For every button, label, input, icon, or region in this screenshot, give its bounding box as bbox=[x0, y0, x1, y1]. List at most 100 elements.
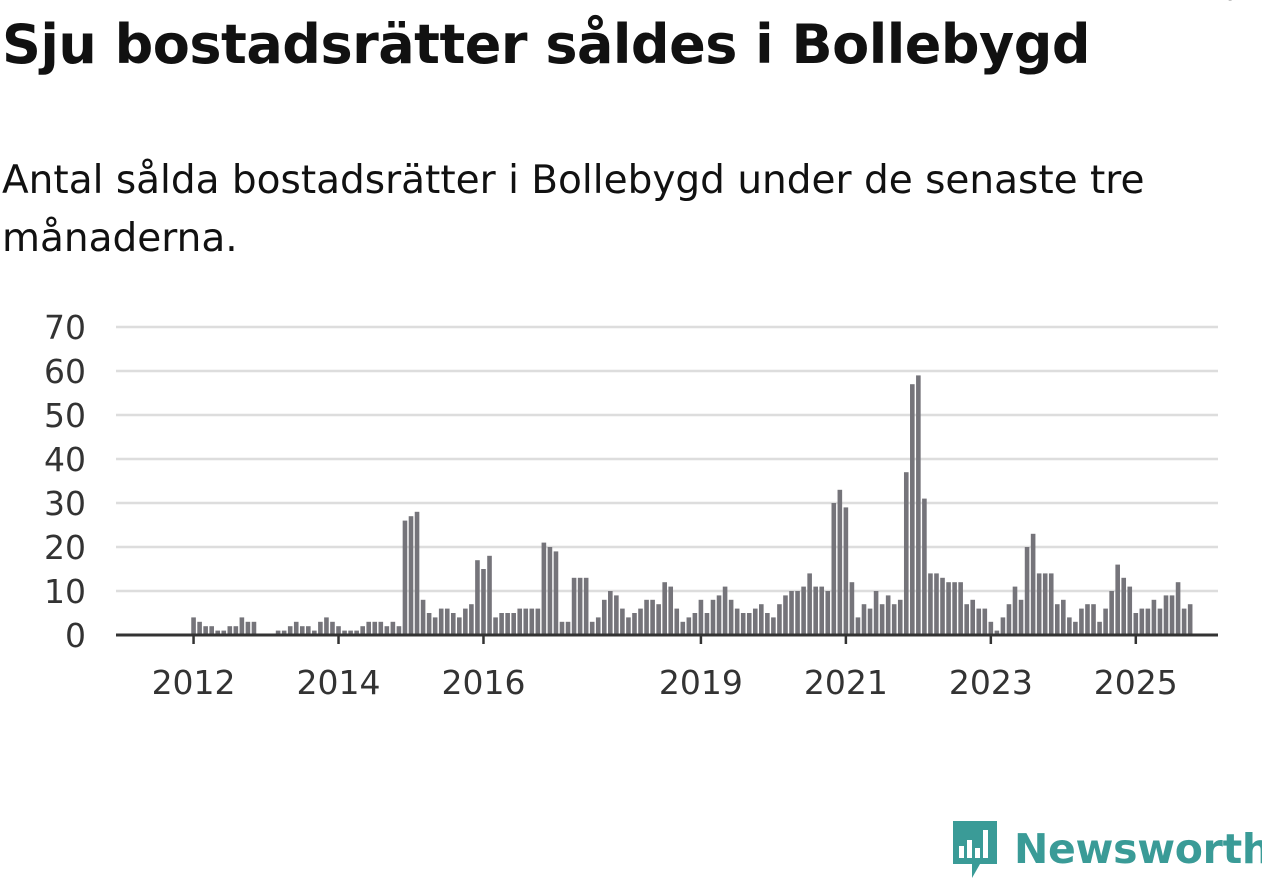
bar bbox=[463, 608, 468, 635]
bar bbox=[336, 626, 341, 635]
bar bbox=[1103, 608, 1108, 635]
x-tick-label: 2021 bbox=[804, 663, 888, 702]
x-tick-label: 2025 bbox=[1094, 663, 1178, 702]
bar bbox=[819, 586, 825, 635]
bar bbox=[1006, 604, 1012, 635]
bar bbox=[783, 595, 788, 635]
bar bbox=[215, 630, 221, 635]
bar bbox=[1030, 533, 1036, 635]
bar bbox=[759, 604, 764, 635]
bar bbox=[698, 599, 704, 635]
bar bbox=[765, 613, 770, 635]
bar bbox=[620, 608, 625, 635]
bar bbox=[704, 613, 710, 635]
x-tick-label: 2023 bbox=[949, 663, 1033, 702]
bar bbox=[1145, 608, 1151, 635]
bar bbox=[867, 608, 873, 635]
bar bbox=[958, 582, 963, 635]
bar bbox=[674, 608, 680, 635]
bar bbox=[807, 573, 812, 635]
bar bbox=[535, 608, 541, 635]
newsworthy-logo: Newsworthy bbox=[950, 818, 1262, 880]
bar bbox=[245, 621, 251, 635]
bar bbox=[1061, 599, 1066, 635]
data-labels: 7 bbox=[1224, 0, 1242, 7]
y-tick-label: 30 bbox=[44, 484, 86, 523]
bar bbox=[722, 586, 728, 635]
bar bbox=[614, 595, 619, 635]
bar bbox=[414, 511, 420, 635]
bar bbox=[324, 617, 329, 635]
bar bbox=[801, 586, 806, 635]
bar bbox=[233, 626, 239, 635]
bar bbox=[1042, 573, 1048, 635]
bar bbox=[203, 626, 208, 635]
bar bbox=[583, 577, 589, 635]
bar bbox=[1085, 604, 1090, 635]
bar bbox=[499, 613, 504, 635]
bar bbox=[1133, 613, 1139, 635]
bar bbox=[426, 613, 432, 635]
bar bbox=[523, 608, 529, 635]
bar bbox=[752, 608, 758, 635]
y-tick-label: 70 bbox=[44, 308, 86, 347]
bar bbox=[825, 591, 831, 635]
highlight-value-label: 7 bbox=[1224, 0, 1242, 7]
bar bbox=[686, 617, 692, 635]
x-tick-label: 2016 bbox=[441, 663, 525, 702]
chart-title: Sju bostadsrätter såldes i Bollebygd bbox=[2, 13, 1091, 76]
bar bbox=[408, 516, 414, 635]
bar bbox=[885, 595, 891, 635]
bar bbox=[710, 599, 716, 635]
y-tick-label: 20 bbox=[44, 528, 86, 567]
bar bbox=[994, 630, 1000, 635]
bar bbox=[318, 621, 323, 635]
bar bbox=[1187, 604, 1193, 635]
bar bbox=[1000, 617, 1006, 635]
bar bbox=[1018, 599, 1024, 635]
bar bbox=[390, 621, 396, 635]
bar bbox=[1054, 604, 1060, 635]
bar bbox=[469, 604, 474, 635]
bar bbox=[541, 542, 547, 635]
bar bbox=[879, 604, 885, 635]
bar bbox=[438, 608, 444, 635]
bar bbox=[1175, 582, 1181, 635]
bar bbox=[1181, 608, 1187, 635]
bar bbox=[970, 599, 976, 635]
bar bbox=[457, 617, 462, 635]
bars bbox=[191, 375, 1193, 635]
x-tick-label: 2019 bbox=[659, 663, 743, 702]
bar bbox=[903, 472, 909, 635]
bar bbox=[1079, 608, 1084, 635]
gridlines bbox=[116, 325, 1218, 593]
bar bbox=[1163, 595, 1169, 635]
bar bbox=[861, 604, 867, 635]
bar bbox=[680, 621, 686, 635]
bar bbox=[795, 591, 800, 635]
bar bbox=[1012, 586, 1018, 635]
x-tick-label: 2014 bbox=[297, 663, 381, 702]
bar bbox=[487, 555, 492, 635]
bar bbox=[837, 489, 843, 635]
bar bbox=[227, 626, 233, 635]
bar bbox=[221, 630, 227, 635]
bar bbox=[372, 621, 378, 635]
bar bbox=[402, 520, 408, 635]
bar bbox=[1127, 586, 1133, 635]
bar bbox=[1157, 608, 1163, 635]
bar bbox=[831, 503, 837, 635]
bar bbox=[209, 626, 214, 635]
bar bbox=[281, 630, 287, 635]
bar bbox=[306, 626, 311, 635]
bar bbox=[378, 621, 384, 635]
bar bbox=[1109, 591, 1114, 635]
bar bbox=[348, 630, 353, 635]
bar bbox=[601, 599, 607, 635]
bar bbox=[740, 613, 746, 635]
bar bbox=[746, 613, 752, 635]
bar bbox=[481, 569, 486, 635]
bar bbox=[191, 617, 196, 635]
bar bbox=[891, 604, 897, 635]
